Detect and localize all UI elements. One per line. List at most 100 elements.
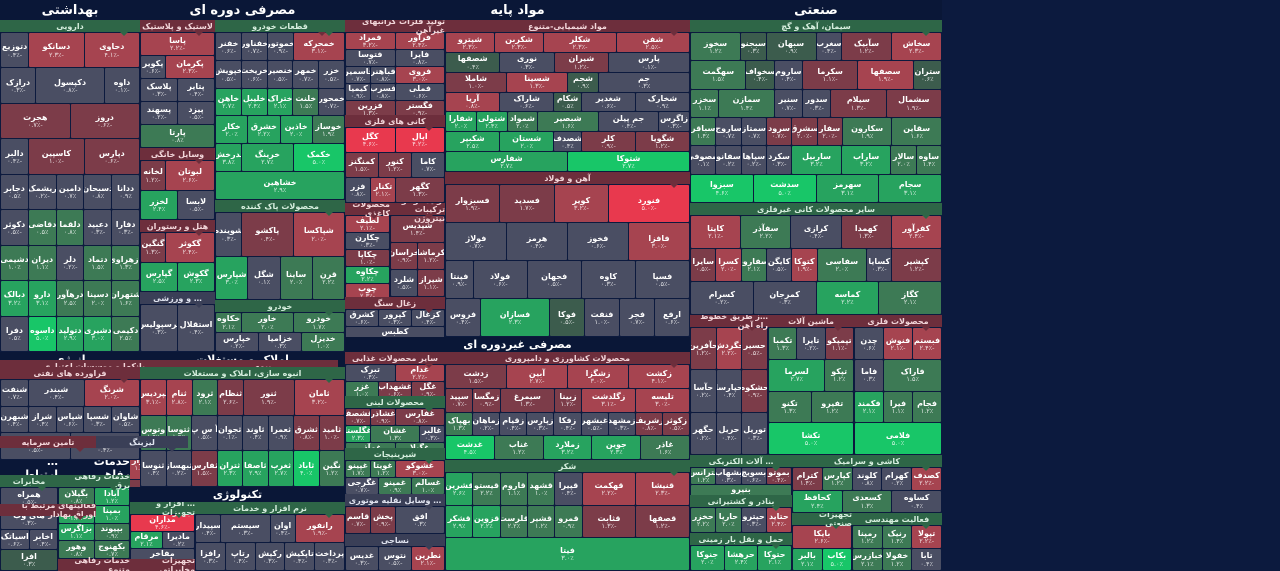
stock-tile[interactable]: فخوز -۰.۶٪ (568, 223, 628, 260)
stock-tile[interactable]: حسیر -۰.۵٪ (742, 328, 767, 370)
stock-tile[interactable]: کپرور -۰.۳٪ (379, 310, 411, 326)
stock-tile[interactable]: چدن ۰.۶٪ (855, 328, 883, 359)
stock-tile[interactable]: فزرین -۱.۳٪ (346, 101, 395, 115)
stock-tile[interactable]: زاگرس -۰.۳٪ (659, 112, 689, 132)
stock-tile[interactable]: شاوان -۰.۵٪ (112, 406, 139, 433)
stock-tile[interactable]: قیستو ۲.۲٪ (473, 473, 500, 505)
stock-tile[interactable]: خراسان -۰.۹٪ (391, 243, 417, 269)
stock-tile[interactable]: ستران ۰.۶٪ (913, 61, 941, 89)
stock-tile[interactable]: فمراد -۳.۲٪ (346, 33, 395, 49)
stock-tile[interactable]: لابسا -۰.۵٪ (178, 190, 214, 219)
stock-tile[interactable]: شمواد ۲.۰٪ (507, 112, 538, 132)
stock-tile[interactable]: فولاژ -۰.۷٪ (446, 223, 506, 260)
stock-tile[interactable]: خموتور -۰.۹٪ (268, 33, 293, 60)
stock-tile[interactable]: درهآور ۲.۵٪ (56, 281, 84, 316)
stock-tile[interactable]: کلوند ۰.۸٪ (852, 468, 882, 490)
stock-tile[interactable]: اخابر -۰.۴٪ (29, 529, 57, 550)
stock-tile[interactable]: سکرد -۰.۳٪ (766, 146, 792, 174)
stock-tile[interactable]: افق ۰.۳٪ (396, 507, 444, 533)
stock-tile[interactable]: سبجنو ۰.۳٪ (741, 33, 766, 61)
stock-tile[interactable]: تکمبا ۱.۳٪ (769, 328, 797, 359)
stock-tile[interactable]: مادیرا ۰.۲٪ (163, 532, 194, 548)
stock-tile[interactable]: ثرود ۲.۱٪ (192, 380, 218, 415)
stock-tile[interactable]: قپیرا -۰.۴٪ (555, 473, 582, 505)
stock-tile[interactable]: دحاوی -۴.۱٪ (84, 33, 139, 68)
stock-tile[interactable]: دسبحان ۰.۸٪ (84, 174, 112, 210)
stock-tile[interactable]: دبالک ۳.۲٪ (1, 281, 28, 316)
stock-tile[interactable]: نوری -۰.۳٪ (500, 52, 554, 72)
stock-tile[interactable]: پاسا -۲.۲٪ (141, 33, 214, 55)
stock-tile[interactable]: فجهان -۰.۵٪ (527, 261, 581, 298)
stock-tile[interactable]: فباهنر -۰.۸٪ (371, 67, 395, 83)
stock-tile[interactable]: سالار ۲.۰٪ (891, 146, 916, 174)
stock-tile[interactable]: غگرجی -۰.۷٪ (346, 478, 378, 494)
stock-tile[interactable]: زکشت -۴.۱٪ (629, 365, 689, 388)
stock-tile[interactable]: ساروم -۰.۴٪ (774, 61, 802, 89)
stock-tile[interactable]: سخاش -۲.۳٪ (892, 33, 941, 61)
stock-tile[interactable]: توریل -۰.۳٪ (742, 412, 767, 454)
stock-tile[interactable]: سخوز ۱.۲٪ (691, 33, 740, 61)
stock-tile[interactable]: سبزوا ۴.۶٪ (691, 174, 753, 202)
stock-tile[interactable]: فتوسا -۰.۷٪ (346, 50, 395, 66)
stock-tile[interactable]: شصفها ۰.۴٪ (446, 52, 500, 72)
stock-tile[interactable]: حپترو -۰.۳٪ (741, 508, 766, 532)
stock-tile[interactable]: تایرا -۰.۲٪ (797, 328, 825, 359)
stock-tile[interactable]: جم پیلن -۰.۴٪ (598, 112, 659, 132)
stock-tile[interactable]: غشهداب -۰.۶٪ (379, 382, 411, 396)
stock-tile[interactable]: تفیرو ۱.۲٪ (811, 391, 853, 423)
stock-tile[interactable]: حاریا ۲.۰٪ (716, 508, 741, 532)
stock-tile[interactable]: شسینا -۱.۳٪ (507, 72, 567, 92)
stock-tile[interactable]: غمآذر۲.۴٪ (346, 443, 395, 448)
stock-tile[interactable]: قشکر ۲.۹٪ (446, 505, 473, 538)
stock-tile[interactable]: دالبر -۰.۴٪ (0, 139, 29, 174)
stock-tile[interactable]: ثاوند ۰.۴٪ (243, 415, 268, 451)
stock-tile[interactable]: خزامیا ۰.۳٪ (259, 332, 301, 351)
stock-tile[interactable]: ارفع -۰.۶٪ (655, 299, 689, 336)
stock-tile[interactable]: کاما -۰.۷٪ (412, 153, 444, 177)
stock-tile[interactable]: شغدیر -۰.۶٪ (581, 92, 635, 112)
stock-tile[interactable]: گکوثر -۲.۴٪ (166, 233, 214, 262)
stock-tile[interactable]: ساوه ۱.۴٪ (916, 146, 941, 174)
stock-tile[interactable]: ددانا ۰.۹٪ (112, 174, 139, 210)
stock-tile[interactable]: بکاب ۵.۰٪ (822, 548, 851, 570)
stock-tile[interactable]: ثنور -۱.۹٪ (244, 380, 294, 415)
stock-tile[interactable]: کهرام ۰.۲٪ (882, 468, 912, 490)
stock-tile[interactable]: زقیام -۰.۴٪ (500, 412, 527, 436)
stock-tile[interactable]: فولاد -۰.۶٪ (473, 261, 527, 298)
stock-tile[interactable]: زمشهد -۰.۳٪ (608, 412, 635, 436)
stock-tile[interactable]: خفولا ۱.۲٪ (882, 548, 912, 570)
stock-tile[interactable]: کتوکا -۱.۹٪ (792, 249, 817, 281)
stock-tile[interactable]: قثابت -۱.۳٪ (582, 505, 636, 538)
stock-tile[interactable]: کاوه -۰.۳٪ (581, 261, 635, 298)
stock-tile[interactable]: سپاها -۰.۲٪ (741, 146, 766, 174)
stock-tile[interactable]: کفرآور -۲.۴٪ (891, 216, 941, 248)
stock-tile[interactable]: ختراک ۲.۱٪ (267, 88, 293, 116)
stock-tile[interactable]: فملی -۰.۶٪ (396, 84, 444, 100)
stock-tile[interactable]: حخزر ۲.۲٪ (691, 508, 716, 532)
stock-tile[interactable]: حآفرین -۱.۲٪ (690, 328, 716, 370)
stock-tile[interactable]: تپمپکو -۱.۱٪ (825, 328, 853, 359)
stock-tile[interactable]: آبادا۱.۲٪ (94, 488, 129, 505)
stock-tile[interactable]: بهپاک ۱.۳٪ (446, 412, 473, 436)
stock-tile[interactable]: خدیزل ۱.۰٪ (302, 332, 344, 351)
stock-tile[interactable]: افرا ۰.۳٪ (1, 550, 57, 570)
stock-tile[interactable]: سبهان ۰.۹٪ (766, 33, 816, 61)
stock-tile[interactable]: شپاکسا -۲.۰٪ (293, 213, 344, 256)
stock-tile[interactable]: بترانس۱.۲٪ (691, 468, 716, 484)
stock-tile[interactable]: دفارا -۰.۳٪ (112, 210, 139, 245)
stock-tile[interactable]: فسازان ۲.۳٪ (481, 299, 549, 336)
stock-tile[interactable]: کسرا -۲.۰٪ (716, 249, 741, 281)
stock-tile[interactable]: بسویچ -۰.۶٪ (741, 468, 766, 484)
stock-tile[interactable]: کحافظ ۲.۴٪ (792, 490, 842, 512)
stock-tile[interactable]: ثبهساز-۰.۲٪ (166, 451, 191, 486)
stock-tile[interactable]: قاروم ۱.۱٪ (500, 473, 527, 505)
stock-tile[interactable]: شوینده -۰.۳٪ (215, 213, 242, 256)
stock-tile[interactable]: تکنار -۲.۱٪ (371, 178, 395, 202)
stock-tile[interactable]: استقلال -۰.۴٪ (178, 305, 214, 351)
stock-tile[interactable]: شلرد -۰.۵٪ (391, 270, 417, 296)
stock-tile[interactable]: همراه -۰.۵٪ (1, 488, 57, 508)
stock-tile[interactable]: فپنتا -۰.۹٪ (446, 261, 473, 298)
stock-tile[interactable]: سکارون ۱.۹٪ (842, 117, 892, 146)
stock-tile[interactable]: بموتو-۰.۴٪ (766, 468, 791, 484)
stock-tile[interactable]: شکبیر ۲.۵٪ (446, 132, 500, 152)
